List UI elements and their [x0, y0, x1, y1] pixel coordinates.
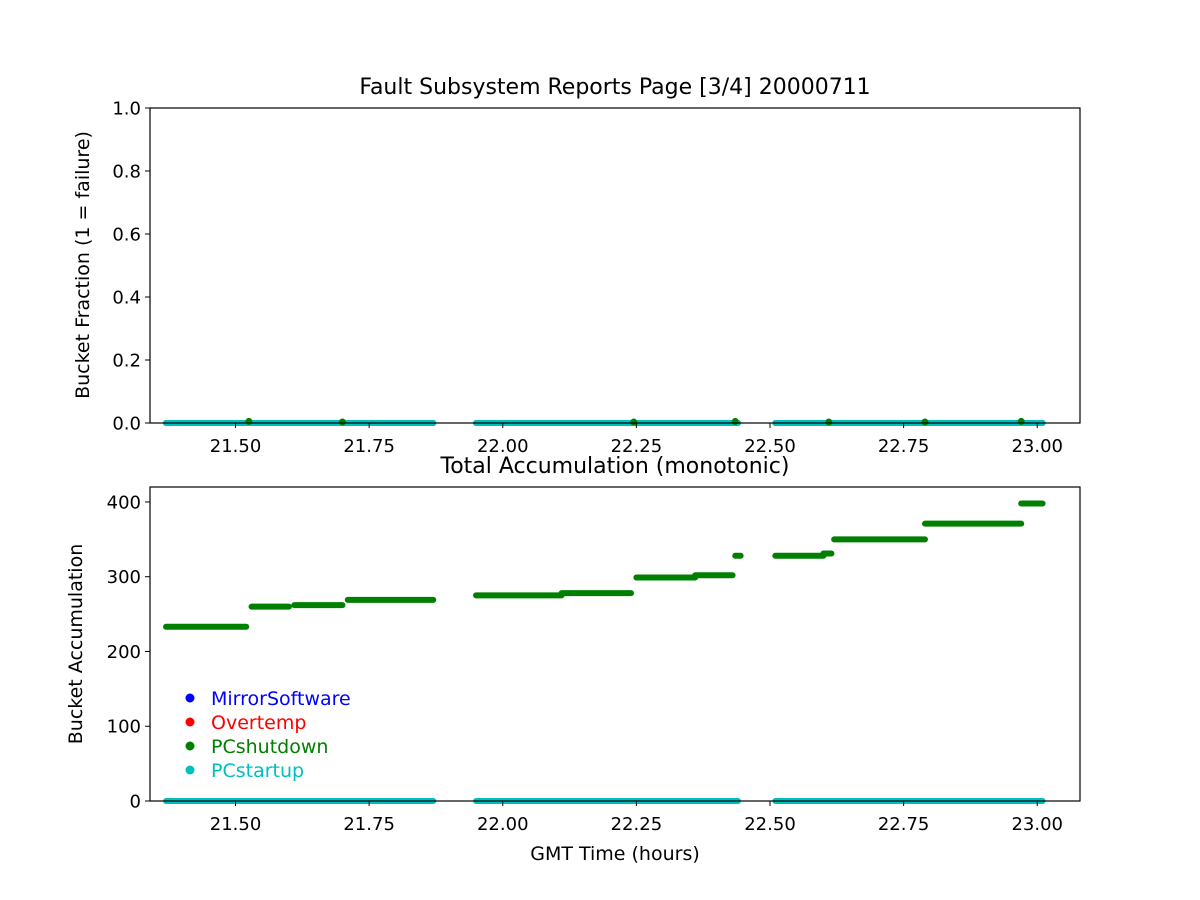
y-tick-label: 1.0 — [112, 99, 141, 120]
y-tick-label: 0.6 — [112, 225, 141, 246]
x-tick-label: 21.75 — [343, 814, 395, 835]
y-tick-label: 0.0 — [112, 414, 141, 435]
x-tick-label: 22.50 — [744, 814, 796, 835]
x-tick-label: 22.75 — [878, 814, 930, 835]
x-tick-label: 21.50 — [210, 436, 262, 457]
x-tick-label: 21.50 — [210, 814, 262, 835]
x-tick-label: 22.50 — [744, 436, 796, 457]
bottom-panel: Total Accumulation (monotonic) Bucket Ac… — [65, 454, 1081, 865]
legend-marker-pcstartup — [185, 765, 195, 775]
legend-marker-mirrorsoftware — [185, 693, 195, 703]
legend: MirrorSoftwareOvertempPCshutdownPCstartu… — [185, 688, 351, 782]
y-tick-label: 0.4 — [112, 288, 141, 309]
top-plot-frame — [149, 107, 1081, 424]
series-pcshutdown-point — [245, 417, 253, 425]
bottom-x-axis-label: GMT Time (hours) — [530, 843, 700, 865]
top-y-ticks: 0.0 0.2 0.4 0.6 0.8 1.0 — [112, 99, 150, 435]
x-tick-label: 22.00 — [477, 814, 529, 835]
legend-label-overtemp: Overtemp — [211, 712, 306, 734]
y-tick-label: 0 — [130, 792, 141, 813]
series-pcshutdown-point — [921, 418, 929, 426]
y-tick-label: 300 — [107, 567, 141, 588]
x-tick-label: 22.25 — [611, 814, 663, 835]
x-tick-label: 22.00 — [477, 436, 529, 457]
bottom-chart-title: Total Accumulation (monotonic) — [440, 454, 790, 479]
y-tick-label: 0.2 — [112, 351, 141, 372]
x-tick-label: 23.00 — [1011, 436, 1063, 457]
y-tick-label: 200 — [107, 642, 141, 663]
y-tick-label: 100 — [107, 717, 141, 738]
bottom-y-ticks: 0 100 200 300 400 — [107, 492, 150, 813]
series-pcshutdown-point — [731, 417, 739, 425]
series-pcshutdown-point — [1017, 417, 1025, 425]
legend-marker-pcshutdown — [185, 741, 195, 751]
bottom-y-axis-label: Bucket Accumulation — [65, 544, 87, 745]
bottom-x-ticks: 21.50 21.75 22.00 22.25 22.50 22.75 23.00 — [210, 801, 1063, 835]
x-tick-label: 22.75 — [878, 436, 930, 457]
y-tick-label: 400 — [107, 492, 141, 513]
y-tick-label: 0.8 — [112, 162, 141, 183]
x-tick-label: 21.75 — [343, 436, 395, 457]
series-pcshutdown-point — [630, 418, 638, 426]
top-chart-title: Fault Subsystem Reports Page [3/4] 20000… — [359, 75, 870, 100]
series-pcshutdown-point — [338, 418, 346, 426]
x-tick-label: 23.00 — [1011, 814, 1063, 835]
legend-label-pcstartup: PCstartup — [211, 760, 304, 782]
legend-marker-overtemp — [185, 717, 195, 727]
legend-label-pcshutdown: PCshutdown — [211, 736, 328, 758]
top-y-axis-label: Bucket Fraction (1 = failure) — [72, 131, 94, 399]
legend-label-mirrorsoftware: MirrorSoftware — [211, 688, 351, 710]
top-plot-area — [163, 417, 1046, 426]
top-panel: Fault Subsystem Reports Page [3/4] 20000… — [72, 75, 1081, 457]
series-pcshutdown-point — [825, 418, 833, 426]
x-tick-label: 22.25 — [611, 436, 663, 457]
bottom-plot-frame — [149, 486, 1081, 802]
top-x-ticks: 21.50 21.75 22.00 22.25 22.50 22.75 23.00 — [210, 423, 1063, 457]
